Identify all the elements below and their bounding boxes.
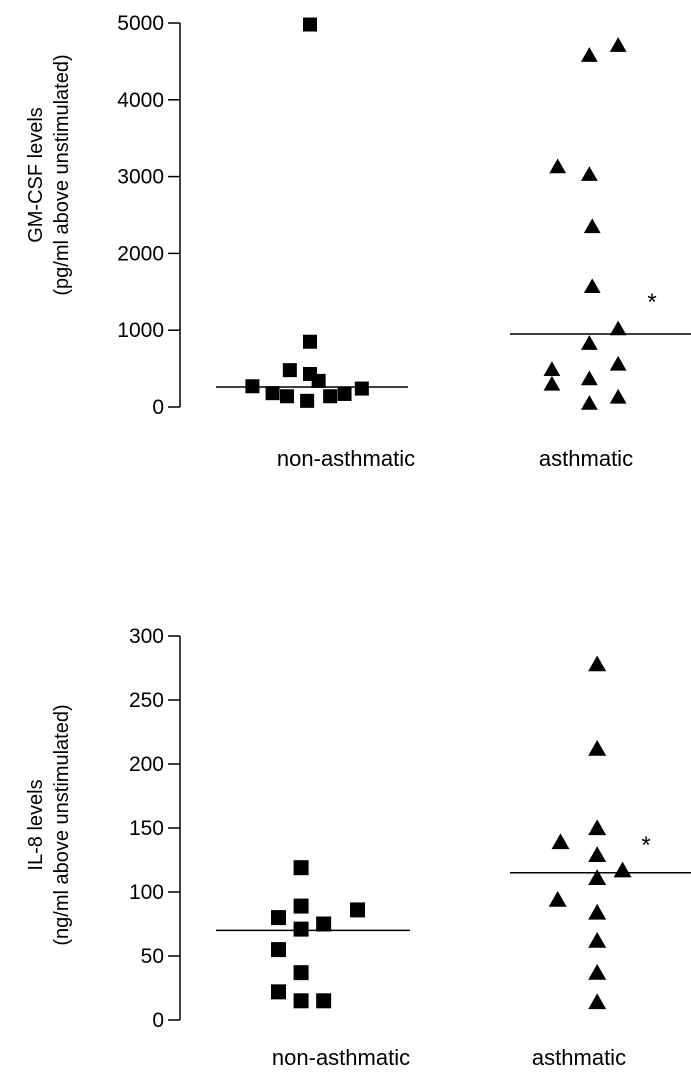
gm-csf-y-tick-label: 0 xyxy=(152,396,164,419)
gm-csf-y-tick-label: 3000 xyxy=(117,166,164,189)
gm-csf-point-asthmatic xyxy=(580,395,598,410)
gm-csf-point-asthmatic xyxy=(543,375,561,391)
il8-xlabel-non-asthmatic: non-asthmatic xyxy=(272,1045,410,1070)
il8-point-asthmatic xyxy=(588,963,607,980)
il8-y-tick-label: 200 xyxy=(129,753,164,776)
gm-csf-point-asthmatic xyxy=(543,361,561,376)
il8-point-asthmatic xyxy=(548,891,567,907)
il8-point-asthmatic xyxy=(551,833,570,850)
gm-csf-point-asthmatic xyxy=(580,335,598,350)
gm-csf-point-non-asthmatic xyxy=(337,386,352,401)
gm-csf-point-asthmatic xyxy=(580,370,598,386)
gm-csf-point-non-asthmatic xyxy=(300,393,315,408)
gm-csf-xlabel-asthmatic: asthmatic xyxy=(539,446,633,471)
il8-point-non-asthmatic xyxy=(316,993,332,1009)
il8-point-asthmatic xyxy=(588,903,607,920)
il8-significance-star: * xyxy=(641,832,650,859)
il8-point-asthmatic xyxy=(613,861,632,878)
gm-csf-point-asthmatic xyxy=(609,320,627,336)
gm-csf-y-tick-label: 1000 xyxy=(117,319,164,342)
il8-panel: IL-8 levels (ng/ml above unstimulated) n… xyxy=(25,625,691,1070)
il8-xlabel-asthmatic: asthmatic xyxy=(532,1045,626,1070)
gm-csf-point-asthmatic xyxy=(609,37,627,52)
il8-point-asthmatic xyxy=(588,655,607,672)
il8-point-non-asthmatic xyxy=(271,910,287,926)
il8-point-asthmatic xyxy=(588,846,607,862)
gm-csf-point-non-asthmatic xyxy=(279,389,294,404)
gm-csf-y-tick-label: 2000 xyxy=(117,242,164,265)
il8-y-tick-label: 250 xyxy=(129,689,164,712)
il8-point-non-asthmatic xyxy=(293,898,309,914)
il8-y-tick-label: 100 xyxy=(129,881,164,904)
gm-csf-ylabel-line2: (pg/ml above unstimulated) xyxy=(51,54,73,295)
gm-csf-y-tick-label: 5000 xyxy=(117,12,164,35)
gm-csf-point-non-asthmatic xyxy=(354,381,369,396)
gm-csf-point-asthmatic xyxy=(580,47,598,62)
il8-ylabel-line2: (ng/ml above unstimulated) xyxy=(51,704,73,945)
il8-point-asthmatic xyxy=(588,869,607,886)
gm-csf-xlabel-non-asthmatic: non-asthmatic xyxy=(277,446,415,471)
il8-ylabel-line1: IL-8 levels xyxy=(25,779,47,870)
gm-csf-point-non-asthmatic xyxy=(245,379,260,394)
gm-csf-point-asthmatic xyxy=(583,218,601,234)
il8-point-non-asthmatic xyxy=(349,902,365,918)
gm-csf-point-asthmatic xyxy=(609,388,627,404)
il8-y-tick-label: 50 xyxy=(141,945,164,968)
gm-csf-point-non-asthmatic xyxy=(303,17,317,32)
gm-csf-point-asthmatic xyxy=(583,278,601,294)
il8-point-non-asthmatic xyxy=(293,921,309,937)
il8-point-non-asthmatic xyxy=(293,993,309,1009)
gm-csf-y-tick-label: 4000 xyxy=(117,89,164,112)
il8-point-asthmatic xyxy=(588,819,607,836)
gm-csf-point-non-asthmatic xyxy=(265,386,280,401)
gm-csf-ylabel-line1: GM-CSF levels xyxy=(25,107,47,243)
il8-y-tick-label: 0 xyxy=(152,1009,164,1032)
il8-point-non-asthmatic xyxy=(293,860,309,876)
il8-point-non-asthmatic xyxy=(271,942,287,958)
il8-point-non-asthmatic xyxy=(293,965,309,981)
gm-csf-point-non-asthmatic xyxy=(303,334,317,349)
gm-csf-panel: GM-CSF levels (pg/ml above unstimulated)… xyxy=(25,12,691,471)
gm-csf-point-asthmatic xyxy=(580,166,598,181)
il8-point-asthmatic xyxy=(588,739,607,756)
il8-point-asthmatic xyxy=(588,931,607,948)
gm-csf-point-asthmatic xyxy=(549,158,567,174)
il8-point-asthmatic xyxy=(588,993,607,1010)
il8-point-non-asthmatic xyxy=(271,984,287,1000)
il8-y-tick-label: 300 xyxy=(129,625,164,648)
gm-csf-point-non-asthmatic xyxy=(311,373,326,388)
gm-csf-point-asthmatic xyxy=(609,355,627,371)
il8-y-tick-label: 150 xyxy=(129,817,164,840)
gm-csf-significance-star: * xyxy=(647,289,656,316)
il8-point-non-asthmatic xyxy=(316,916,332,932)
gm-csf-point-non-asthmatic xyxy=(282,363,297,378)
gm-csf-point-non-asthmatic xyxy=(323,389,338,404)
